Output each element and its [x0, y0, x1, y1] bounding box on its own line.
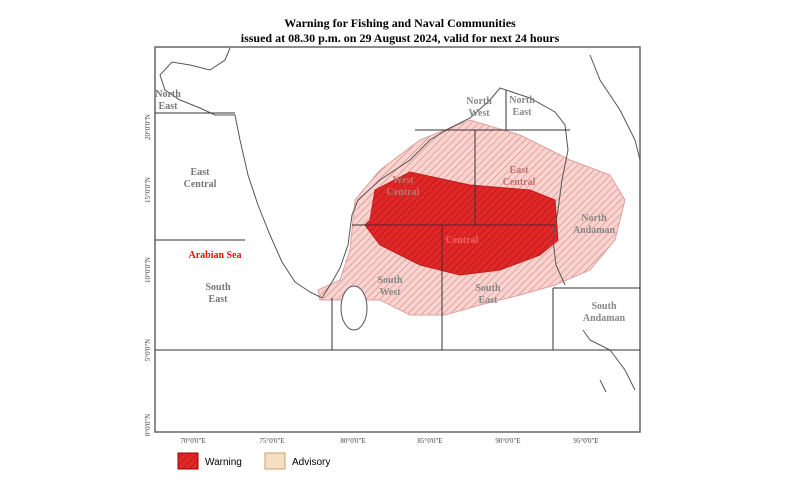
region-label: West — [379, 287, 401, 298]
region-label: Arabian Sea — [188, 250, 241, 261]
longitude-label: 95°0'0"E — [573, 437, 598, 445]
region-label: West — [468, 108, 490, 119]
legend-swatch-warning — [177, 452, 199, 470]
region-label: Central — [387, 187, 420, 198]
region-label: Central — [184, 179, 217, 190]
region-label: East — [191, 167, 211, 178]
region-label: Andaman — [573, 225, 616, 236]
subtitle: issued at 08.30 p.m. on 29 August 2024, … — [241, 31, 560, 45]
sri-lanka — [340, 285, 368, 331]
latitude-label: 10°0'0"N — [144, 257, 152, 283]
region-label: East — [479, 295, 499, 306]
legend-swatch-advisory — [264, 452, 286, 470]
region-label: South — [591, 301, 616, 312]
region-label: East — [510, 165, 530, 176]
region-label: South — [475, 283, 500, 294]
longitude-label: 70°0'0"E — [180, 437, 205, 445]
warning-area — [364, 171, 559, 276]
latitude-label: 15°0'0"N — [144, 177, 152, 203]
latitude-label: 5°0'0"N — [144, 339, 152, 361]
title: Warning for Fishing and Naval Communitie… — [284, 16, 516, 30]
region-boundaries — [155, 90, 640, 351]
legend-label: Warning — [205, 457, 242, 468]
region-label: North — [581, 213, 607, 224]
sumatra-coast — [582, 329, 636, 393]
region-label: North — [509, 95, 535, 106]
longitude-label: 90°0'0"E — [495, 437, 520, 445]
region-label: South — [205, 282, 230, 293]
region-label: Central — [503, 177, 536, 188]
latitude-label: 0°0'0"N — [144, 414, 152, 436]
longitude-label: 80°0'0"E — [340, 437, 365, 445]
longitude-label: 75°0'0"E — [259, 437, 284, 445]
coastline — [159, 47, 641, 299]
region-label: East — [209, 294, 229, 305]
region-label: North — [155, 89, 181, 100]
region-label: Andaman — [583, 313, 626, 324]
latitude-label: 20°0'0"N — [144, 114, 152, 140]
legend-label: Advisory — [292, 457, 330, 468]
longitude-label: 85°0'0"E — [417, 437, 442, 445]
region-label: West — [392, 175, 414, 186]
region-label: Central — [446, 235, 479, 246]
region-label: East — [513, 107, 533, 118]
region-label: East — [159, 101, 179, 112]
region-label: North — [466, 96, 492, 107]
region-label: South — [377, 275, 402, 286]
